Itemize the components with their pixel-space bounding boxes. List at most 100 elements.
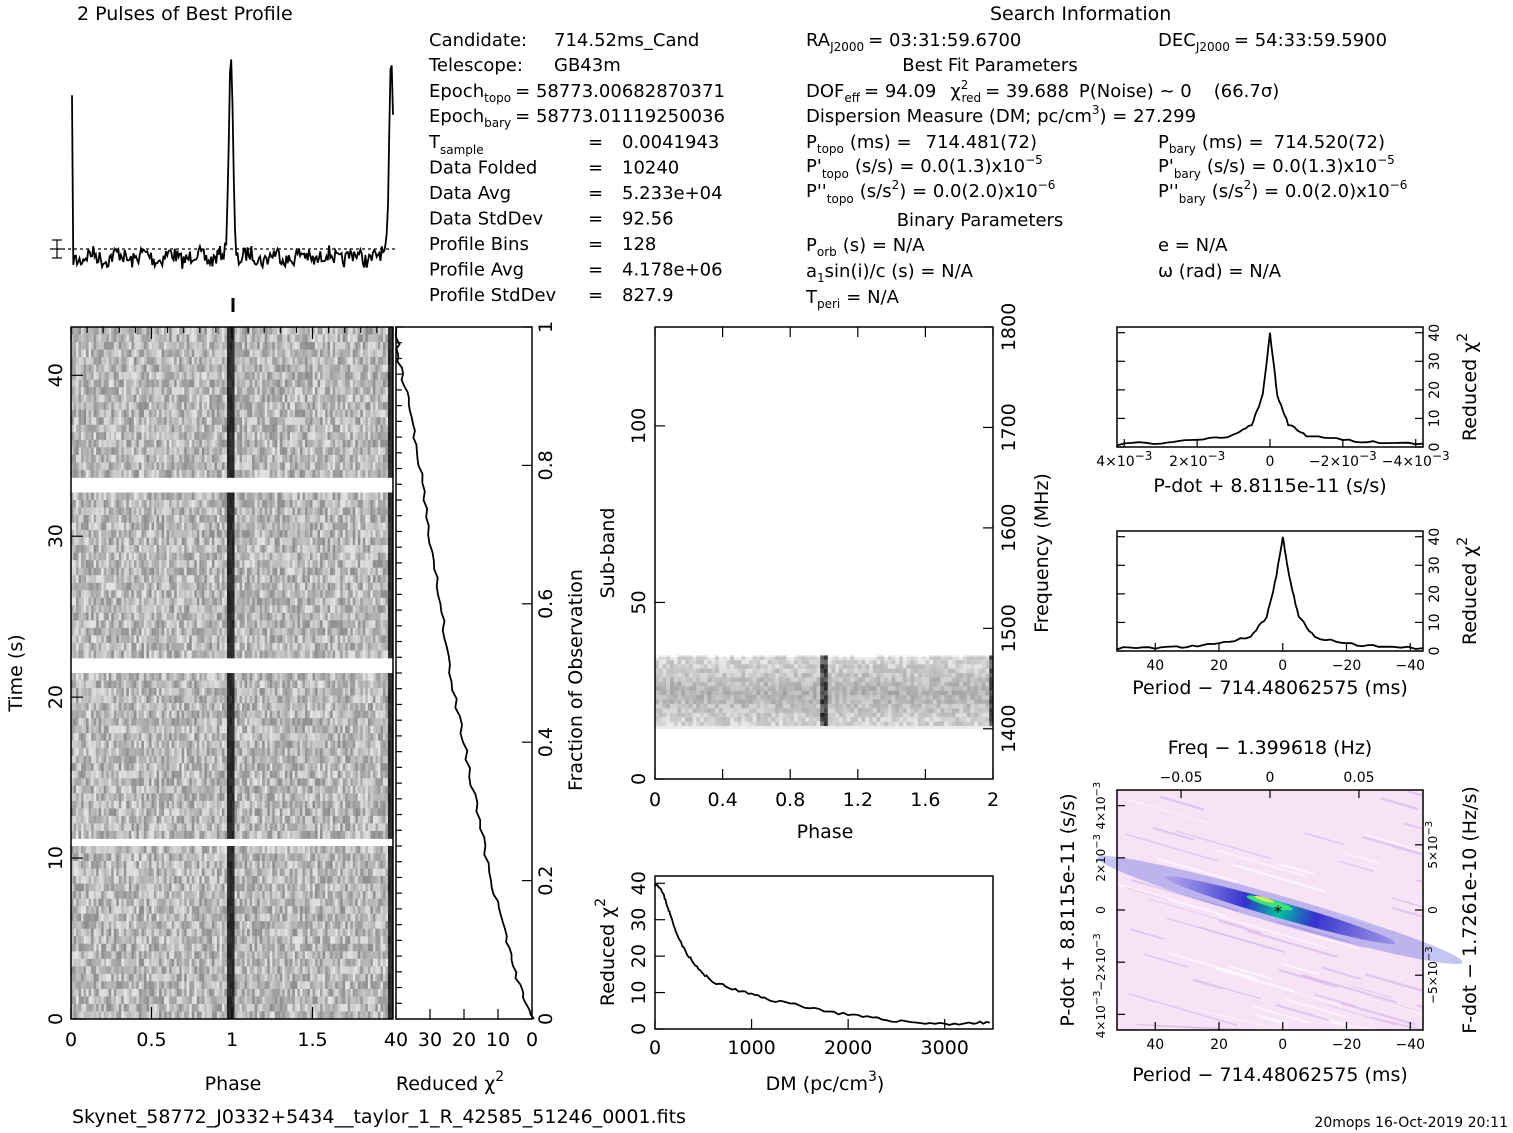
heatmap-cell xyxy=(345,417,349,426)
heatmap-cell xyxy=(73,349,77,358)
heatmap-cell xyxy=(143,500,147,508)
heatmap-cell xyxy=(96,447,100,456)
heatmap-cell xyxy=(166,575,170,584)
heatmap-cell xyxy=(279,387,283,396)
heatmap-cell xyxy=(131,575,135,584)
heatmap-cell xyxy=(315,537,318,546)
heatmap-cell xyxy=(131,334,135,343)
heatmap-cell xyxy=(335,575,339,584)
heatmap-cell xyxy=(83,522,87,531)
heatmap-cell xyxy=(78,560,82,569)
heatmap-cell xyxy=(108,492,112,501)
heatmap-cell xyxy=(309,394,313,403)
heatmap-cell xyxy=(93,469,97,478)
heatmap-cell xyxy=(96,387,100,396)
heatmap-cell xyxy=(377,492,381,501)
heatmap-cell xyxy=(274,364,278,373)
heatmap-cell xyxy=(121,522,125,531)
heatmap-cell xyxy=(229,507,233,516)
heatmap-cell xyxy=(370,560,374,569)
heatmap-cell xyxy=(76,597,79,606)
heatmap-cell xyxy=(312,515,316,523)
heatmap-cell xyxy=(221,582,225,591)
heatmap-cell xyxy=(133,627,137,636)
heatmap-cell xyxy=(294,530,298,539)
heatmap-cell xyxy=(259,432,263,441)
heatmap-cell xyxy=(186,394,190,403)
heatmap-cell xyxy=(259,469,263,478)
heatmap-cell xyxy=(337,357,341,366)
heatmap-cell xyxy=(244,545,248,554)
heatmap-cell xyxy=(289,409,293,418)
heatmap-cell xyxy=(96,567,100,576)
heatmap-cell xyxy=(226,357,230,366)
heatmap-cell xyxy=(164,357,167,366)
heatmap-cell xyxy=(71,582,74,591)
heatmap-cell xyxy=(184,409,188,418)
heatmap-cell xyxy=(320,582,323,591)
heatmap-cell xyxy=(189,334,193,343)
heatmap-cell xyxy=(287,620,291,629)
ecc: e = N/A xyxy=(1158,235,1228,256)
heatmap-cell xyxy=(252,515,256,523)
heatmap-cell xyxy=(221,447,225,456)
heatmap-cell xyxy=(294,454,298,463)
heatmap-cell xyxy=(108,597,112,606)
heatmap-cell xyxy=(96,357,100,366)
heatmap-cell xyxy=(249,567,253,576)
heatmap-cell xyxy=(327,537,331,546)
heatmap-cell xyxy=(362,379,366,388)
heatmap-cell xyxy=(267,492,271,501)
heatmap-cell xyxy=(247,469,251,478)
heatmap-cell xyxy=(219,379,223,388)
heatmap-cell xyxy=(219,605,223,614)
heatmap-cell xyxy=(337,492,341,501)
heatmap-cell xyxy=(81,530,84,539)
heatmap-cell xyxy=(211,515,215,523)
heatmap-cell xyxy=(345,560,349,569)
heatmap-cell xyxy=(340,417,344,426)
heatmap-cell xyxy=(211,492,215,501)
heatmap-cell xyxy=(352,432,356,441)
heatmap-cell xyxy=(315,560,318,569)
heatmap-cell xyxy=(111,334,115,343)
heatmap-cell xyxy=(81,439,84,448)
heatmap-cell xyxy=(274,545,278,554)
heatmap-cell xyxy=(156,387,160,396)
heatmap-cell xyxy=(355,379,359,388)
heatmap-cell xyxy=(174,530,178,539)
heatmap-cell xyxy=(390,537,394,546)
heatmap-cell xyxy=(164,454,167,463)
heatmap-cell xyxy=(83,372,87,381)
heatmap-cell xyxy=(297,409,301,418)
heatmap-cell xyxy=(287,462,291,471)
heatmap-cell xyxy=(337,537,341,546)
heatmap-cell xyxy=(340,612,344,621)
heatmap-cell xyxy=(277,552,281,561)
heatmap-cell xyxy=(154,515,157,523)
heatmap-cell xyxy=(123,357,127,366)
heatmap-cell xyxy=(237,597,240,606)
heatmap-cell xyxy=(312,537,316,546)
heatmap-cell xyxy=(131,462,135,471)
heatmap-cell xyxy=(204,462,208,471)
heatmap-cell xyxy=(362,530,366,539)
heatmap-cell xyxy=(252,424,256,433)
heatmap-cell xyxy=(194,560,198,569)
heatmap-cell xyxy=(289,612,293,621)
heatmap-cell xyxy=(234,402,238,411)
heatmap-cell xyxy=(297,507,301,516)
heatmap-cell xyxy=(380,349,384,358)
heatmap-cell xyxy=(83,402,87,411)
heatmap-cell xyxy=(272,537,276,546)
heatmap-cell xyxy=(184,469,188,478)
heatmap-cell xyxy=(126,372,130,381)
heatmap-cell xyxy=(214,402,218,411)
heatmap-cell xyxy=(350,334,354,343)
heatmap-cell xyxy=(365,545,369,554)
heatmap-cell xyxy=(244,582,248,591)
heatmap-cell xyxy=(174,522,178,531)
heatmap-cell xyxy=(279,515,283,523)
heatmap-cell xyxy=(81,537,84,546)
heatmap-cell xyxy=(159,515,162,523)
